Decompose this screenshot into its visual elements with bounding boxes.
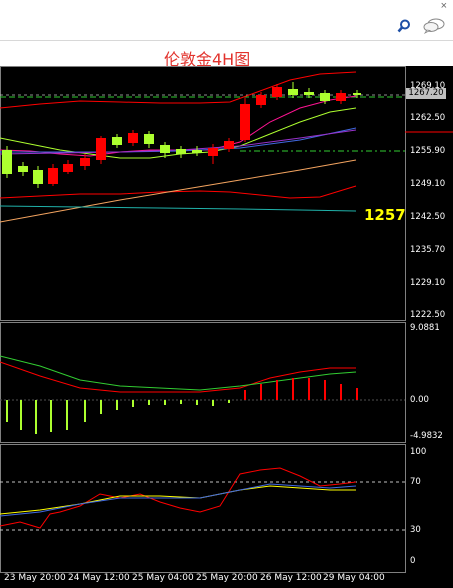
ma-teal [0, 205, 357, 212]
candle [33, 170, 43, 184]
candle [256, 95, 266, 105]
axis-tick: 1242.50 [410, 212, 446, 222]
price-chart [0, 66, 453, 573]
main-panel-border [0, 66, 406, 321]
candle [18, 166, 28, 172]
macd-signal [0, 361, 356, 393]
axis-tick: 1235.70 [410, 245, 446, 255]
macd-histogram [6, 378, 358, 434]
rsi-red [0, 467, 357, 529]
candle [112, 137, 122, 145]
rsi-axis-tick: 70 [410, 477, 421, 487]
axis-tick: 1262.50 [410, 113, 446, 123]
macd-axis-tick: 0.00 [410, 395, 429, 405]
candle [2, 150, 12, 174]
candle [288, 89, 298, 95]
lower-band [0, 185, 357, 199]
price-badge: 1257 [364, 206, 406, 224]
candle [48, 168, 58, 184]
candle [160, 145, 170, 153]
candle [304, 92, 314, 95]
candle [320, 93, 330, 101]
time-label: 29 May 04:00 [323, 573, 385, 583]
candle [272, 87, 282, 97]
time-label: 23 May 20:00 [4, 573, 66, 583]
axis-tick: 1229.10 [410, 278, 446, 288]
axis-tick: 1269.10 [410, 81, 446, 91]
macd-panel-border [0, 322, 406, 443]
upper-band [0, 71, 357, 109]
candle [336, 93, 346, 101]
candle [208, 148, 218, 156]
rsi-axis-tick: 30 [410, 525, 421, 535]
current-price-label: 1267.20 [406, 88, 446, 99]
axis-tick: 1222.50 [410, 310, 446, 320]
time-label: 24 May 12:00 [68, 573, 130, 583]
toolbar: × [0, 0, 453, 41]
candle [224, 141, 234, 149]
candle [96, 138, 106, 160]
time-label: 26 May 12:00 [260, 573, 322, 583]
candle [63, 164, 73, 172]
rsi-axis-tick: 0 [410, 556, 416, 566]
search-icon[interactable] [397, 19, 411, 33]
rsi-blue [0, 483, 357, 517]
rsi-panel-border [0, 444, 406, 573]
candles [2, 82, 361, 188]
time-label: 25 May 04:00 [132, 573, 194, 583]
time-label: 25 May 20:00 [196, 573, 258, 583]
axis-tick: 1255.90 [410, 146, 446, 156]
close-icon[interactable]: × [440, 0, 447, 12]
axis-tick: 1249.10 [410, 179, 446, 189]
candle [128, 133, 138, 143]
macd-line [0, 355, 357, 391]
candle [176, 149, 186, 154]
candle [192, 150, 202, 153]
macd-axis-tick: 9.0881 [410, 323, 440, 333]
macd-axis-tick: -4.9832 [410, 431, 443, 441]
ma-orange [0, 159, 357, 223]
chart-area[interactable]: 1257 [0, 66, 453, 588]
candle [80, 158, 90, 166]
candle [353, 93, 361, 95]
chat-icon[interactable] [423, 18, 445, 34]
page-title: 伦敦金4H图 [164, 50, 251, 69]
candle [144, 134, 154, 144]
candle [240, 104, 250, 140]
ma-pink [0, 95, 357, 157]
rsi-axis-tick: 100 [410, 447, 427, 457]
